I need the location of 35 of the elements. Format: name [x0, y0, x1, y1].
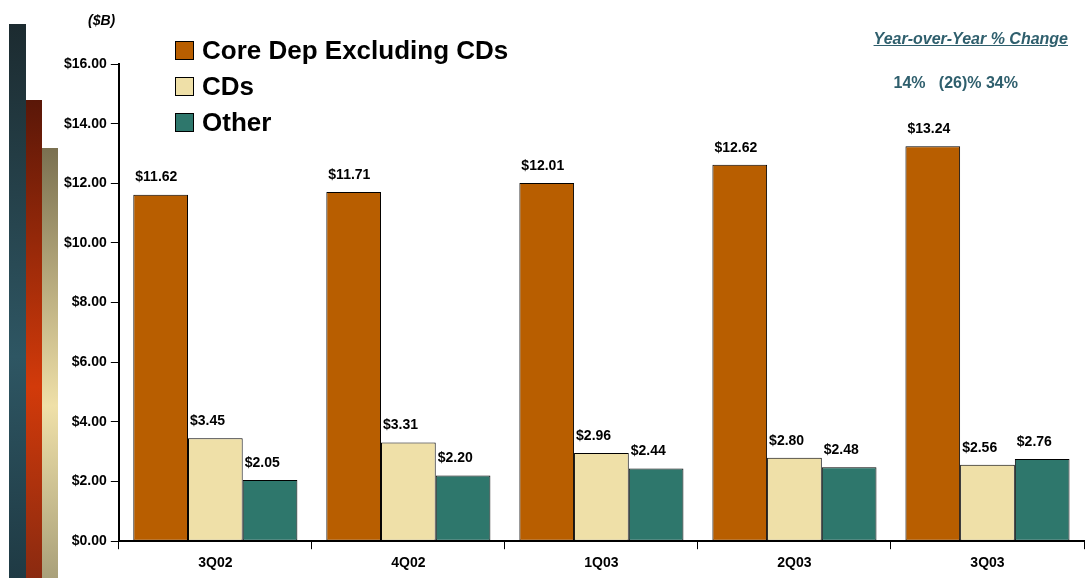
- text: $2.56: [962, 438, 998, 455]
- x-tick-label: 3Q02: [198, 554, 233, 571]
- text: $11.71: [328, 165, 371, 182]
- text: $13.24: [907, 120, 951, 137]
- y-axis-title: ($B): [88, 12, 116, 28]
- text: Year-over-Year % Change: [873, 30, 1068, 48]
- y-tick-label: $14.00: [63, 114, 108, 131]
- x-tick-label: 2Q03: [777, 554, 812, 571]
- x-tick-label: 3Q03: [970, 554, 1005, 571]
- text: $11.62: [135, 168, 178, 185]
- text: $2.44: [630, 442, 666, 459]
- text: $3.31: [383, 416, 419, 433]
- legend-label: CDs: [202, 70, 255, 102]
- text: $2.05: [244, 453, 280, 470]
- y-tick-label: $8.00: [71, 293, 108, 310]
- y-tick-label: $0.00: [71, 532, 108, 549]
- text: $2.76: [1016, 432, 1052, 449]
- x-tick-label: 1Q03: [584, 554, 619, 571]
- x-tick-label: 4Q02: [391, 554, 426, 571]
- y-tick-label: $6.00: [71, 353, 108, 370]
- y-tick-label: $2.00: [71, 472, 108, 489]
- text: $12.01: [521, 156, 565, 173]
- legend-label: Other: [202, 106, 272, 138]
- annotation: 14% (26)% 34%: [892, 74, 1018, 92]
- y-tick-label: $4.00: [71, 412, 108, 429]
- y-tick-label: $12.00: [63, 174, 108, 191]
- text: $12.62: [714, 138, 758, 155]
- y-tick-label: $16.00: [63, 54, 108, 71]
- text: $2.80: [769, 431, 805, 448]
- text: $3.45: [189, 412, 226, 429]
- text: $2.96: [576, 426, 612, 443]
- text: $2.20: [437, 449, 473, 466]
- text: $2.48: [823, 441, 859, 458]
- y-tick-label: $10.00: [63, 233, 108, 250]
- legend-label: Core Dep Excluding CDs: [202, 34, 509, 66]
